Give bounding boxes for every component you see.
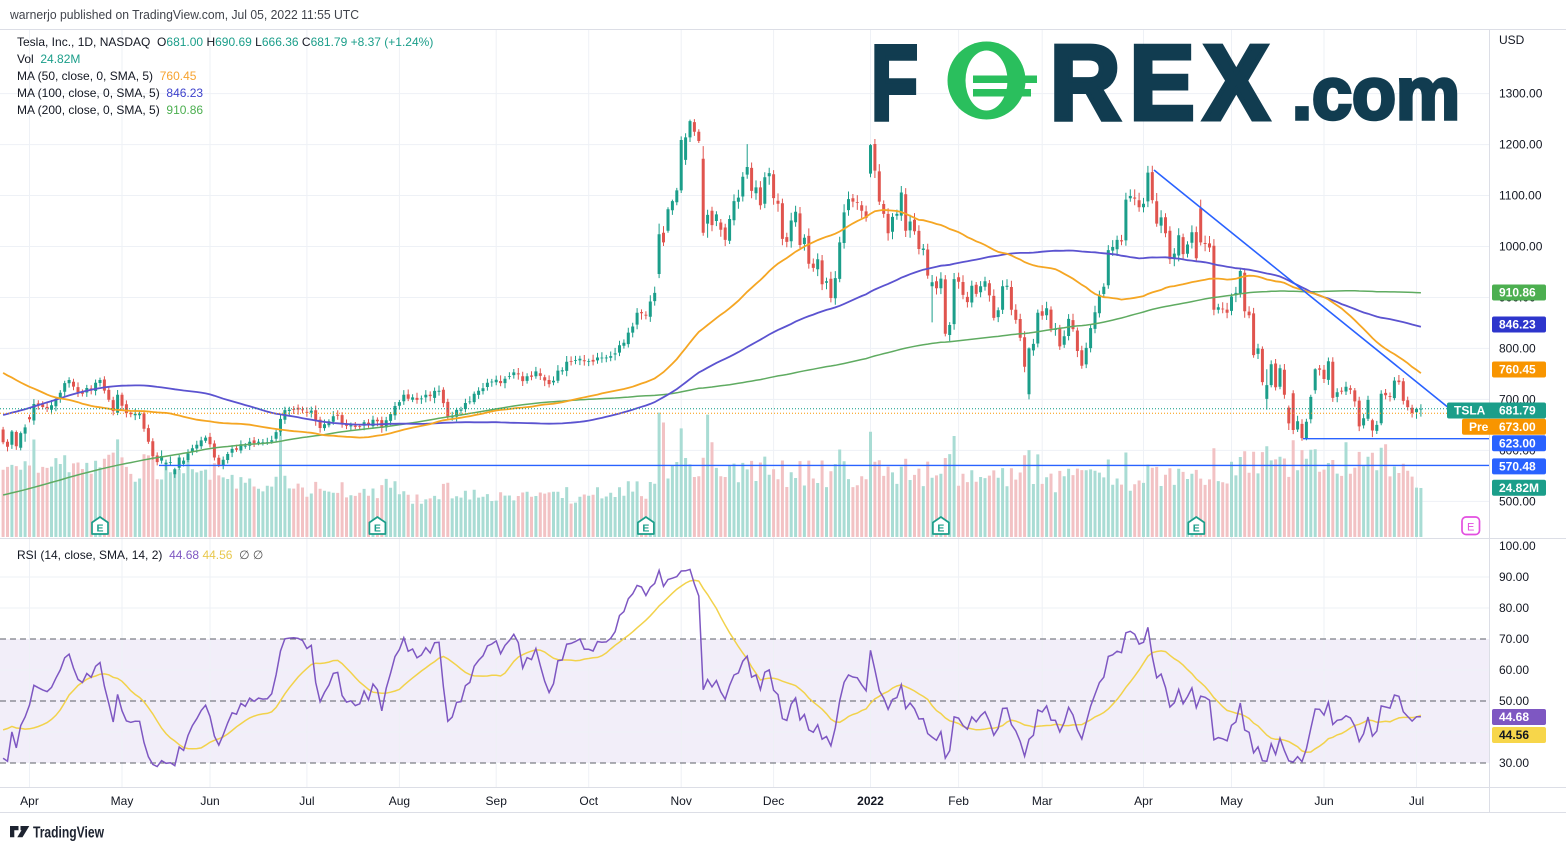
svg-text:E: E — [374, 523, 381, 535]
svg-text:Jun: Jun — [200, 794, 219, 808]
svg-text:100.00: 100.00 — [1499, 539, 1536, 553]
svg-text:MA (50, close, 0, SMA, 5) 760: MA (50, close, 0, SMA, 5) 760.45 — [17, 69, 197, 83]
svg-text:Aug: Aug — [389, 794, 410, 808]
svg-text:Pre: Pre — [1469, 420, 1489, 434]
svg-text:TradingView: TradingView — [33, 825, 104, 842]
svg-text:Feb: Feb — [948, 794, 969, 808]
svg-text:Vol 24.82M: Vol 24.82M — [17, 52, 80, 66]
svg-text:1100.00: 1100.00 — [1499, 189, 1542, 203]
svg-text:E: E — [1467, 522, 1474, 534]
svg-text:Jul: Jul — [1409, 794, 1424, 808]
svg-text:RSI (14, close, SMA, 14, 2) 4: RSI (14, close, SMA, 14, 2) 44.68 44.56 … — [17, 548, 263, 562]
svg-text:623.00: 623.00 — [1499, 436, 1536, 450]
svg-text:F: F — [871, 24, 918, 142]
svg-text:60.00: 60.00 — [1499, 663, 1529, 677]
svg-text:USD: USD — [1499, 33, 1525, 47]
svg-text:760.45: 760.45 — [1499, 363, 1536, 377]
svg-text:May: May — [111, 794, 134, 808]
svg-text:E: E — [642, 523, 649, 535]
svg-text:May: May — [1220, 794, 1243, 808]
svg-text:MA (100, close, 0, SMA, 5) 84: MA (100, close, 0, SMA, 5) 846.23 — [17, 86, 203, 100]
svg-text:Jun: Jun — [1314, 794, 1333, 808]
svg-text:70.00: 70.00 — [1499, 632, 1529, 646]
svg-text:Apr: Apr — [20, 794, 39, 808]
svg-text:681.79: 681.79 — [1499, 404, 1536, 418]
svg-text:Oct: Oct — [579, 794, 598, 808]
svg-text:90.00: 90.00 — [1499, 570, 1529, 584]
svg-text:570.48: 570.48 — [1499, 460, 1536, 474]
svg-text:1000.00: 1000.00 — [1499, 240, 1543, 254]
svg-text:E: E — [1193, 523, 1200, 535]
svg-text:Apr: Apr — [1134, 794, 1153, 808]
svg-text:.com: .com — [1292, 52, 1460, 135]
svg-text:Mar: Mar — [1032, 794, 1053, 808]
svg-text:Jul: Jul — [299, 794, 314, 808]
svg-text:910.86: 910.86 — [1499, 286, 1536, 300]
svg-text:24.82M: 24.82M — [1499, 481, 1539, 495]
svg-text:Nov: Nov — [671, 794, 692, 808]
svg-text:Sep: Sep — [486, 794, 508, 808]
svg-text:1300.00: 1300.00 — [1499, 87, 1543, 101]
svg-text:E: E — [937, 523, 944, 535]
svg-text:44.68: 44.68 — [1499, 710, 1529, 724]
svg-text:E: E — [96, 523, 103, 535]
svg-text:TSLA: TSLA — [1454, 404, 1486, 418]
svg-text:50.00: 50.00 — [1499, 694, 1529, 708]
svg-text:Tesla, Inc., 1D, NASDAQ O681.: Tesla, Inc., 1D, NASDAQ O681.00 H690.69 … — [17, 35, 433, 49]
svg-text:REX: REX — [1050, 24, 1278, 142]
svg-text:500.00: 500.00 — [1499, 494, 1536, 508]
svg-text:800.00: 800.00 — [1499, 341, 1536, 355]
svg-text:2022: 2022 — [857, 794, 884, 808]
svg-text:1200.00: 1200.00 — [1499, 138, 1543, 152]
svg-text:MA (200, close, 0, SMA, 5) 91: MA (200, close, 0, SMA, 5) 910.86 — [17, 103, 203, 117]
svg-text:warnerjo published on TradingV: warnerjo published on TradingView.com, J… — [9, 7, 359, 22]
svg-text:80.00: 80.00 — [1499, 601, 1529, 615]
svg-text:673.00: 673.00 — [1499, 420, 1536, 434]
svg-text:44.56: 44.56 — [1499, 728, 1529, 742]
svg-text:30.00: 30.00 — [1499, 756, 1529, 770]
svg-text:846.23: 846.23 — [1499, 318, 1536, 332]
svg-text:Dec: Dec — [763, 794, 784, 808]
